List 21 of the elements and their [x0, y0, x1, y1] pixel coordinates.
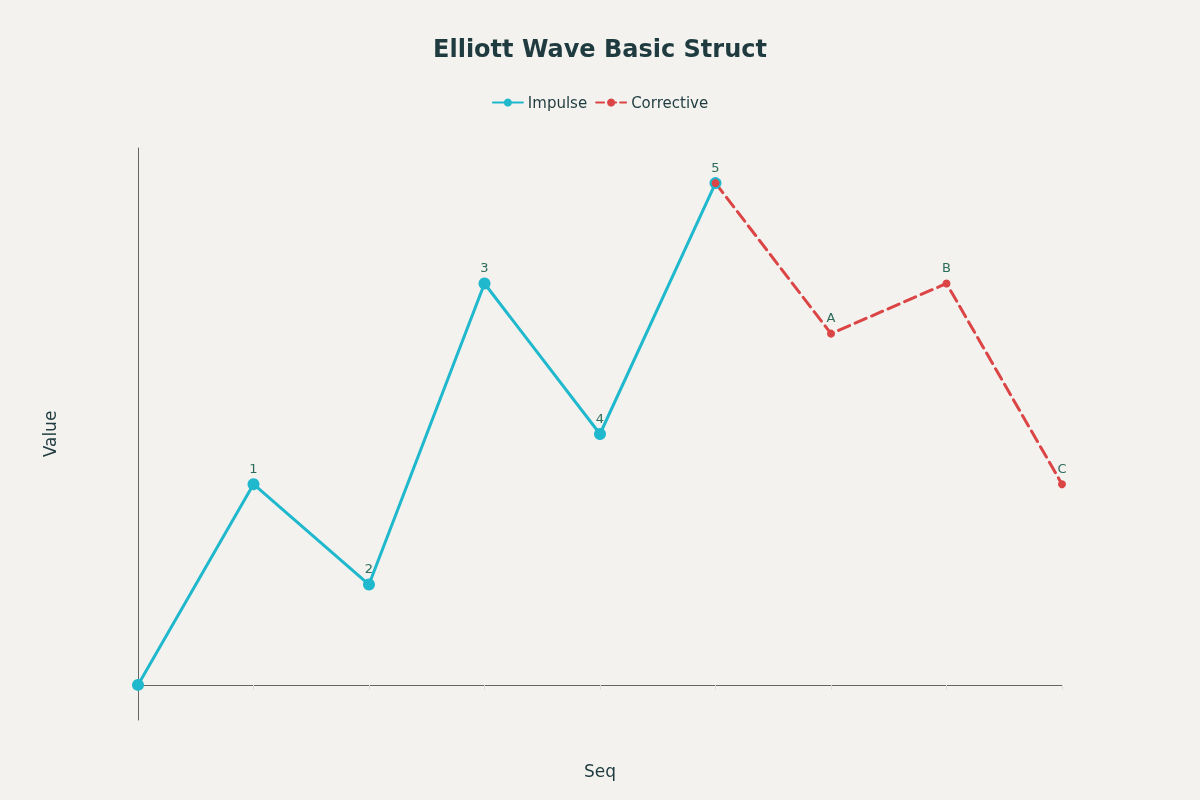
y-axis-title: Value: [39, 410, 60, 458]
annotation: B: [942, 259, 951, 275]
point: [247, 478, 260, 491]
annotation: 5: [711, 159, 720, 175]
legend-label: Impulse: [527, 93, 588, 112]
legend-label: Corrective: [631, 93, 709, 112]
point: [1058, 480, 1066, 489]
chart-title: Elliott Wave Basic Struct: [433, 35, 767, 63]
point: [594, 428, 606, 440]
point: [827, 329, 835, 338]
x-axis-title: Seq: [583, 760, 617, 781]
point: [478, 277, 491, 290]
annotation: 3: [480, 259, 489, 275]
annotation: C: [1057, 460, 1067, 476]
annotation: 4: [595, 410, 605, 426]
annotation: 2: [364, 561, 374, 577]
annotation: A: [826, 310, 836, 326]
point: [363, 578, 375, 591]
point: [942, 279, 951, 288]
point: [132, 678, 144, 691]
annotation: 1: [249, 460, 258, 476]
